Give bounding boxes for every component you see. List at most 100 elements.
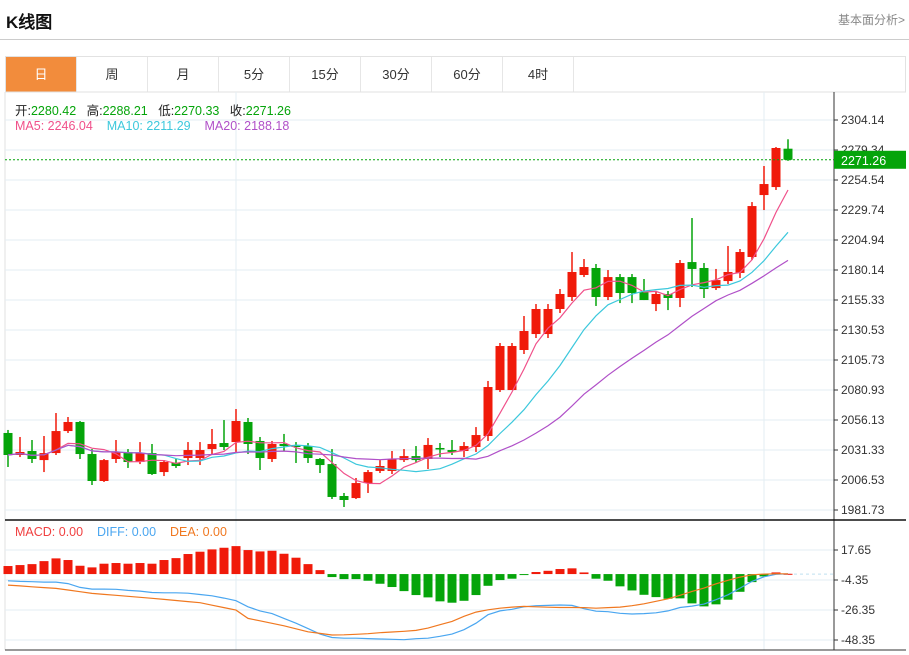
macd-bar (459, 574, 469, 601)
high-value: 2288.21 (102, 104, 148, 118)
fundamental-analysis-link[interactable]: 基本面分析> (837, 13, 905, 27)
candle (207, 428, 217, 455)
tab-day[interactable]: 日 (6, 57, 77, 92)
macd-bar (315, 570, 325, 575)
macd-bar (603, 574, 613, 581)
candle-body (603, 277, 613, 298)
candle-body (147, 453, 157, 474)
candle-body (87, 454, 97, 482)
macd-bar (555, 569, 565, 575)
candle-body (531, 308, 541, 335)
tab-30min[interactable]: 30分 (361, 57, 432, 92)
candle (687, 218, 697, 287)
macd-bar (363, 574, 373, 581)
candle-body (651, 293, 661, 305)
candle-body (483, 387, 493, 437)
candle-body (159, 462, 169, 473)
macd-bar (399, 574, 409, 592)
macd-info: MACD: 0.00 DIFF: 0.00 DEA: 0.00 (15, 525, 227, 539)
macd-bar (471, 574, 481, 596)
macd-bar (279, 553, 289, 575)
price-tick-label: 2204.94 (841, 233, 885, 247)
candle-body (423, 444, 433, 459)
candle-body (207, 443, 217, 450)
candle (327, 449, 337, 500)
candle (51, 413, 61, 455)
candle-body (123, 451, 133, 463)
candle (531, 304, 541, 339)
candle (471, 427, 481, 452)
candle (339, 492, 349, 508)
price-tick-label: 2180.14 (841, 263, 885, 277)
macd-bar (375, 574, 385, 584)
macd-bar (747, 574, 757, 583)
macd-bar (207, 549, 217, 575)
ma20-line (7, 259, 789, 461)
macd-bar (219, 547, 229, 575)
macd-bar (507, 574, 517, 579)
price-tick-label: 2080.93 (841, 383, 885, 397)
tab-month[interactable]: 月 (148, 57, 219, 92)
macd-bar (3, 566, 13, 575)
tab-4hour[interactable]: 4时 (503, 57, 574, 92)
close-value: 2271.26 (245, 104, 291, 118)
macd-bar (483, 574, 493, 586)
macd-bar (147, 563, 157, 575)
candle-body (375, 466, 385, 471)
macd-tick-label: -48.35 (841, 633, 875, 647)
macd-bar (675, 574, 685, 599)
macd-bar (267, 550, 277, 575)
ohlc-info: 开:2280.42 高:2288.21 低:2270.33 收:2271.26 (15, 100, 291, 119)
macd-bar (615, 574, 625, 587)
macd-bar (543, 570, 553, 575)
dea-value: DEA: 0.00 (169, 525, 227, 539)
candle (675, 260, 685, 308)
candle (651, 290, 661, 312)
candle (411, 446, 421, 463)
price-tick-label: 2006.53 (841, 473, 885, 487)
candle-body (135, 453, 145, 463)
high-label: 高: (86, 104, 103, 118)
macd-bar (159, 560, 169, 575)
page-title: K线图 (6, 13, 53, 32)
candle-body (747, 206, 757, 257)
macd-bar (567, 568, 577, 575)
candle (399, 449, 409, 463)
macd-bar (27, 564, 37, 575)
candle-body (63, 421, 73, 432)
macd-bar (291, 557, 301, 575)
candle-body (699, 267, 709, 290)
header-divider (0, 39, 909, 40)
candle (423, 438, 433, 470)
macd-bar (351, 574, 361, 580)
tab-5min[interactable]: 5分 (219, 57, 290, 92)
macd-bar (579, 572, 589, 575)
candle (699, 263, 709, 298)
tab-15min[interactable]: 15分 (290, 57, 361, 92)
macd-bar (195, 551, 205, 575)
candle (591, 263, 601, 306)
candle-body (471, 435, 481, 448)
candle-body (675, 263, 685, 298)
macd-bar (723, 574, 733, 600)
candle (555, 289, 565, 313)
ma10-value: MA10: 2211.29 (106, 119, 191, 133)
diff-line (7, 573, 789, 641)
ma5-line (7, 189, 789, 485)
tab-60min[interactable]: 60分 (432, 57, 503, 92)
candle-body (519, 331, 529, 351)
candle (627, 274, 637, 304)
candle (543, 304, 553, 339)
candle (27, 439, 37, 463)
close-label: 收: (229, 104, 246, 118)
macd-bar (303, 564, 313, 575)
candle-body (735, 252, 745, 273)
candle (759, 166, 769, 211)
candle-body (111, 451, 121, 459)
candle (747, 202, 757, 261)
candle (435, 443, 445, 458)
macd-bar (171, 558, 181, 575)
tab-week[interactable]: 周 (77, 57, 148, 92)
candle-body (495, 346, 505, 391)
